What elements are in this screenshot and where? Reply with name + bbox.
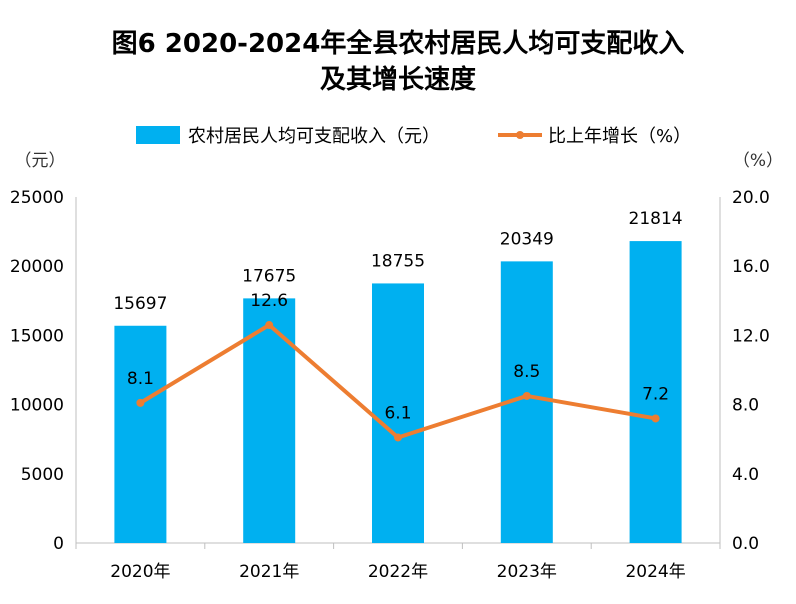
legend-label-growth: 比上年增长（%） [548,126,691,147]
legend-label-income: 农村居民人均可支配收入（元） [188,126,440,147]
legend: 农村居民人均可支配收入（元） 比上年增长（%） [136,126,691,147]
right-tick-label: 12.0 [732,326,770,346]
right-tick-label: 4.0 [732,465,759,485]
chart-title-line1: 图6 2020-2024年全县农村居民人均可支配收入 [112,28,685,59]
right-tick-label: 8.0 [732,396,759,416]
x-tick-label: 2023年 [497,562,557,582]
legend-swatch-income [136,126,180,144]
bar [629,241,682,543]
right-axis-unit: （%） [733,151,783,171]
x-tick-label: 2020年 [110,562,170,582]
left-tick-label: 0 [53,534,64,554]
bar-data-label: 18755 [371,251,425,271]
left-tick-label: 10000 [10,396,64,416]
left-tick-label: 15000 [10,326,64,346]
growth-point [651,414,660,423]
chart-title-line2: 及其增长速度 [320,64,476,95]
growth-point [394,433,402,442]
growth-point [136,398,145,407]
bar-data-label: 21814 [629,209,683,229]
growth-point [522,391,531,400]
bar-data-label: 17675 [242,266,296,286]
left-tick-label: 25000 [10,188,64,208]
growth-point [265,321,274,330]
x-tick-label: 2022年 [368,562,428,582]
left-tick-label: 20000 [10,257,64,277]
right-tick-label: 0.0 [732,534,759,554]
bar [114,325,167,543]
growth-data-label: 7.2 [642,384,669,404]
legend-marker-growth [516,131,524,139]
right-tick-label: 20.0 [732,188,770,208]
x-tick-label: 2024年 [625,562,685,582]
x-tick-label: 2021年 [239,562,299,582]
left-tick-label: 5000 [21,465,64,485]
plot-area: 0 5000 10000 15000 20000 25000 0.0 4.0 8.0 12.0 16… [10,188,770,582]
growth-data-label: 8.1 [127,369,154,389]
right-tick-label: 16.0 [732,257,770,277]
growth-data-label: 12.6 [250,291,288,311]
bar-data-label: 20349 [500,229,554,249]
bar [372,283,424,543]
growth-data-label: 6.1 [384,403,411,423]
growth-data-label: 8.5 [513,362,540,382]
left-axis-unit: （元） [15,151,66,171]
bar-data-label: 15697 [113,294,167,314]
